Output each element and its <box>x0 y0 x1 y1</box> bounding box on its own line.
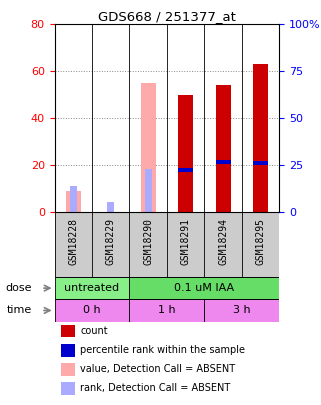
Bar <box>129 299 204 322</box>
Bar <box>216 160 230 164</box>
Bar <box>61 382 75 394</box>
Bar <box>55 277 129 299</box>
Text: percentile rank within the sample: percentile rank within the sample <box>80 345 246 355</box>
Text: GSM18228: GSM18228 <box>68 217 78 264</box>
Text: 1 h: 1 h <box>158 305 176 315</box>
Text: 0.1 uM IAA: 0.1 uM IAA <box>174 283 234 293</box>
Bar <box>55 299 129 322</box>
Text: GSM18229: GSM18229 <box>106 217 116 264</box>
Bar <box>204 299 279 322</box>
Text: rank, Detection Call = ABSENT: rank, Detection Call = ABSENT <box>80 383 231 393</box>
Bar <box>61 363 75 375</box>
Bar <box>178 95 193 212</box>
Text: count: count <box>80 326 108 336</box>
Text: untreated: untreated <box>65 283 120 293</box>
Text: GSM18290: GSM18290 <box>143 217 153 264</box>
Bar <box>70 186 77 212</box>
Bar <box>253 64 268 212</box>
Bar <box>66 191 81 212</box>
Bar <box>216 85 230 212</box>
Bar <box>61 344 75 356</box>
Text: 0 h: 0 h <box>83 305 101 315</box>
Text: GSM18291: GSM18291 <box>181 217 191 264</box>
Bar <box>129 277 279 299</box>
Bar <box>178 168 193 172</box>
Bar <box>61 325 75 337</box>
Bar <box>141 83 156 212</box>
Bar <box>107 202 114 212</box>
Text: dose: dose <box>5 283 32 293</box>
Bar <box>253 161 268 165</box>
Bar <box>145 169 152 212</box>
Text: value, Detection Call = ABSENT: value, Detection Call = ABSENT <box>80 364 236 374</box>
Title: GDS668 / 251377_at: GDS668 / 251377_at <box>98 10 236 23</box>
Text: GSM18295: GSM18295 <box>256 217 265 264</box>
Text: GSM18294: GSM18294 <box>218 217 228 264</box>
Text: time: time <box>7 305 32 315</box>
Text: 3 h: 3 h <box>233 305 251 315</box>
